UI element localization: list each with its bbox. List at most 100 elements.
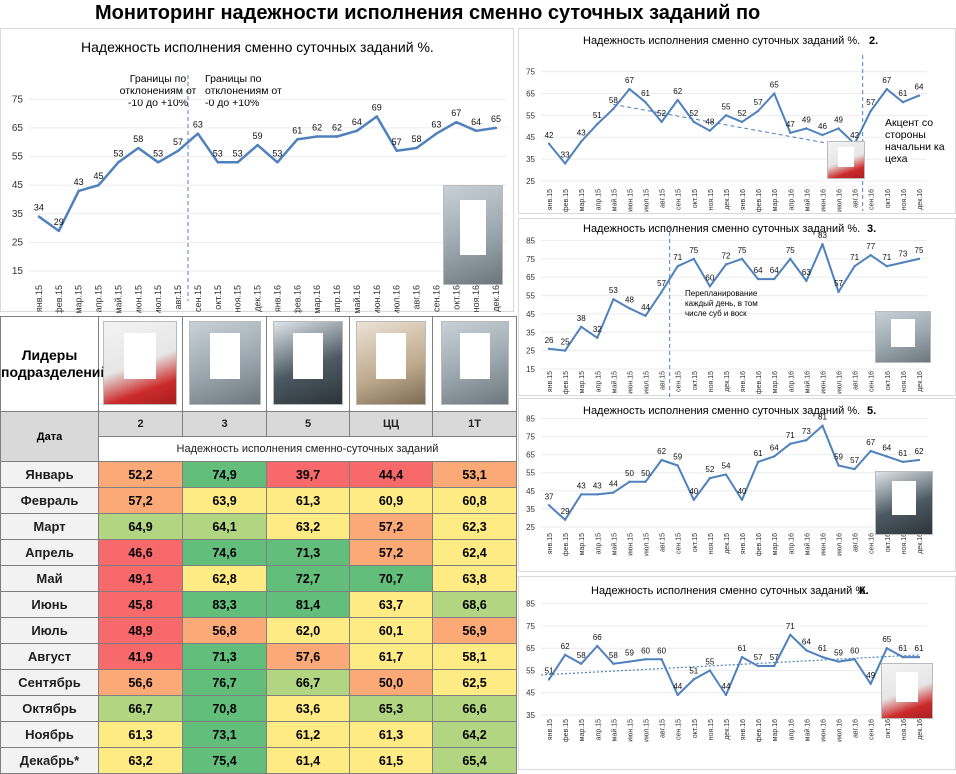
table-row: Март 64,9 64,1 63,2 57,2 62,3 xyxy=(0,513,517,540)
chart-panel-k: Надежность исполнения сменно суточных за… xyxy=(518,576,956,770)
chart-panel-5: Надежность исполнения сменно суточных за… xyxy=(518,398,956,572)
data-point xyxy=(276,161,279,164)
trend-line xyxy=(540,654,919,676)
data-point xyxy=(315,135,319,138)
x-tick-label: дек.15 xyxy=(724,719,731,740)
data-point xyxy=(837,660,840,663)
value-cell: 48,9 xyxy=(98,617,183,644)
data-label: 71 xyxy=(850,253,859,262)
data-point xyxy=(869,109,872,113)
data-point xyxy=(196,132,200,135)
data-point xyxy=(612,107,615,110)
data-label: 66 xyxy=(593,633,602,642)
data-label: 44 xyxy=(641,303,650,312)
x-tick-label: дек.16 xyxy=(917,371,924,392)
value-cell: 41,9 xyxy=(98,643,183,670)
y-tick-label: 55 xyxy=(526,292,535,301)
value-cell: 63,2 xyxy=(266,513,350,540)
chart-panel-3: Надежность исполнения сменно суточных за… xyxy=(518,218,956,397)
x-tick-label: апр.16 xyxy=(788,719,795,740)
y-tick-label: 85 xyxy=(526,237,535,246)
data-label: 73 xyxy=(898,250,907,259)
value-cell: 57,2 xyxy=(98,487,183,514)
y-tick-label: 25 xyxy=(526,347,535,356)
data-point xyxy=(644,480,647,483)
reliability-table: Лидеры подразделений Дата 2 3 5 ЦЦ 1Т На… xyxy=(0,316,517,774)
value-cell: 57,2 xyxy=(349,513,433,540)
data-label: 54 xyxy=(722,462,731,471)
data-point xyxy=(296,138,299,141)
data-label: 61 xyxy=(915,644,924,653)
data-label: 81 xyxy=(818,413,827,422)
data-label: 26 xyxy=(545,336,554,345)
x-tick-label: авг.15 xyxy=(173,285,183,309)
x-tick-label: фев.16 xyxy=(756,371,763,394)
data-label: 49 xyxy=(802,115,811,124)
data-point xyxy=(660,658,663,661)
data-label: 53 xyxy=(609,286,618,295)
data-point xyxy=(236,161,239,164)
x-tick-label: окт.16 xyxy=(885,371,892,390)
month-cell: Октябрь xyxy=(0,695,99,722)
data-point xyxy=(885,647,888,650)
chart-k-tag: К. xyxy=(859,585,869,597)
data-point xyxy=(885,87,888,91)
value-cell: 83,3 xyxy=(182,591,267,618)
value-cell: 58,1 xyxy=(432,643,517,670)
data-label: 37 xyxy=(545,492,554,501)
data-point xyxy=(901,101,905,104)
x-tick-label: сен.15 xyxy=(676,189,683,210)
value-cell: 81,4 xyxy=(266,591,350,618)
leader-photo-5 xyxy=(875,471,933,535)
value-cell: 49,1 xyxy=(98,565,183,592)
x-tick-label: сен.16 xyxy=(869,371,876,392)
data-label: 75 xyxy=(915,246,924,255)
x-tick-label: июн.15 xyxy=(627,189,634,212)
x-tick-label: июл.15 xyxy=(644,719,651,742)
value-cell: 57,2 xyxy=(349,539,433,566)
data-point xyxy=(692,498,695,502)
value-cell: 62,8 xyxy=(182,565,267,592)
y-tick-label: 75 xyxy=(526,68,535,77)
data-label: 49 xyxy=(834,115,843,124)
data-point xyxy=(692,678,695,681)
data-label: 64 xyxy=(471,117,481,127)
data-label: 75 xyxy=(738,246,747,255)
data-label: 65 xyxy=(491,114,501,124)
x-tick-label: янв.15 xyxy=(547,371,554,392)
leader-photo xyxy=(441,321,509,405)
y-tick-label: 45 xyxy=(526,310,535,319)
month-cell: Сентябрь xyxy=(0,669,99,696)
y-tick-label: 65 xyxy=(526,89,535,98)
data-label: 64 xyxy=(352,117,362,127)
data-label: 43 xyxy=(74,177,84,187)
data-point xyxy=(628,480,631,483)
data-label: 62 xyxy=(673,87,682,96)
chart-3-annotation: Перепланирование каждый день, в том числ… xyxy=(685,289,758,318)
y-tick-label: 35 xyxy=(12,209,24,220)
data-point xyxy=(547,142,551,145)
leader-photo-cell xyxy=(266,316,350,412)
y-tick-label: 75 xyxy=(526,622,535,631)
value-cell: 63,8 xyxy=(432,565,517,592)
value-cell: 60,9 xyxy=(349,487,433,514)
x-tick-label: июл.15 xyxy=(153,285,163,313)
data-label: 63 xyxy=(802,268,811,277)
x-tick-label: июл.16 xyxy=(837,371,844,394)
data-label: 61 xyxy=(738,644,747,653)
x-tick-label: сен.15 xyxy=(676,719,683,740)
data-point xyxy=(676,265,679,268)
x-tick-label: мар.16 xyxy=(772,719,779,741)
data-label: 58 xyxy=(133,134,143,144)
data-label: 53 xyxy=(213,148,223,158)
y-tick-label: 65 xyxy=(526,451,535,460)
leader-photo-3 xyxy=(875,311,931,363)
value-cell: 72,7 xyxy=(266,565,350,592)
x-tick-label: окт.16 xyxy=(885,189,892,208)
x-tick-label: дек.16 xyxy=(917,719,924,740)
x-tick-label: апр.15 xyxy=(595,719,602,740)
data-point xyxy=(580,493,583,496)
data-label: 43 xyxy=(577,481,586,490)
x-tick-label: апр.15 xyxy=(595,533,602,554)
x-tick-label: дек.16 xyxy=(491,285,501,312)
